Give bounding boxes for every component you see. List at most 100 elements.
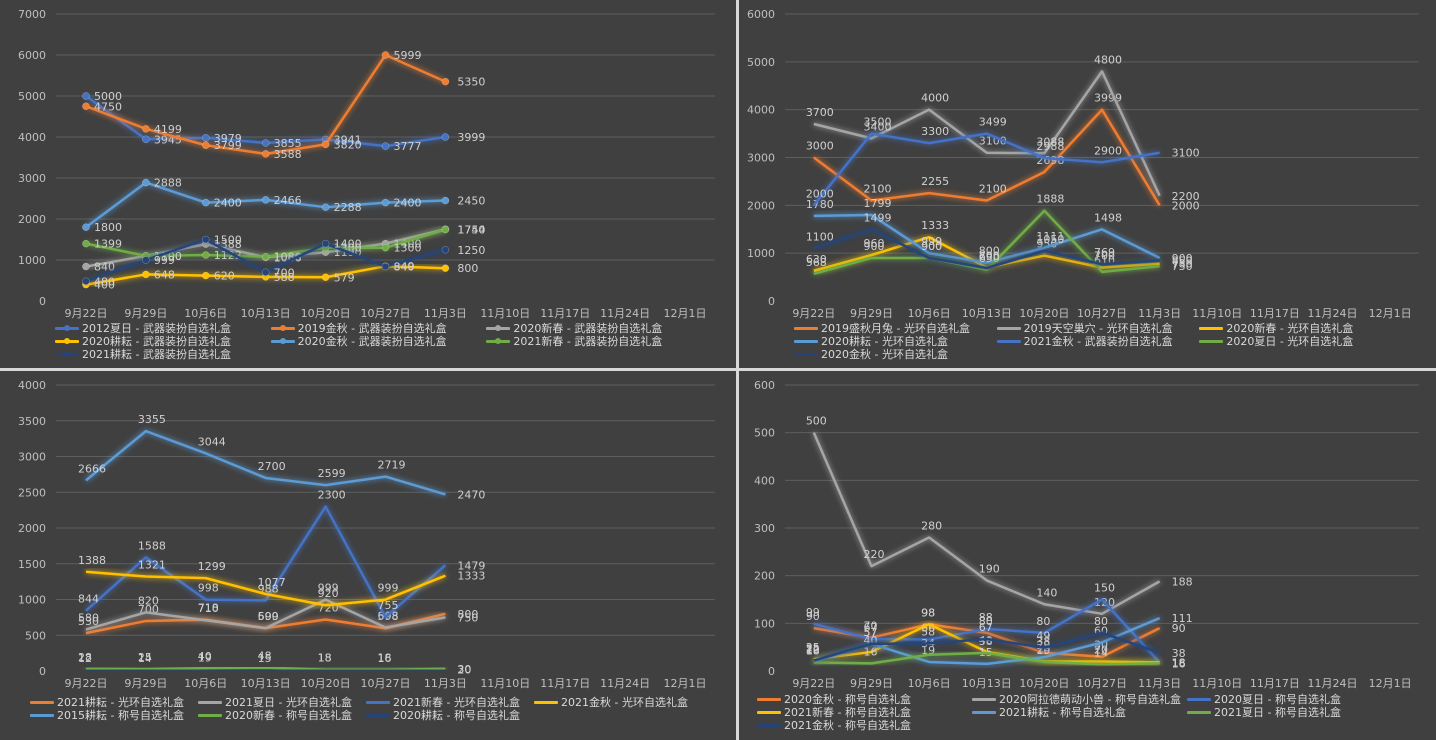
data-label: 2666 bbox=[78, 462, 106, 475]
legend-swatch-icon bbox=[794, 340, 818, 343]
data-label: 1333 bbox=[921, 219, 949, 232]
legend-label: 2021新春 - 武器装扮自选礼盒 bbox=[513, 335, 663, 348]
legend-item: 2019天空巢穴 - 光环自选礼盒 bbox=[996, 322, 1194, 335]
data-label: 1122 bbox=[214, 249, 242, 262]
data-point bbox=[381, 243, 390, 252]
data-label: 580 bbox=[78, 612, 99, 625]
data-label: 90 bbox=[1172, 622, 1186, 635]
legend-item: 2020夏日 - 光环自选礼盒 bbox=[1199, 335, 1396, 348]
legend-swatch-icon bbox=[366, 714, 390, 717]
legend-swatch-icon bbox=[486, 325, 511, 331]
data-label: 98 bbox=[921, 606, 935, 619]
data-label: 3820 bbox=[334, 138, 362, 151]
data-label: 20 bbox=[1094, 643, 1108, 656]
data-point bbox=[381, 198, 390, 207]
y-tick-label: 0 bbox=[39, 295, 46, 308]
data-label: 1300 bbox=[334, 242, 362, 255]
data-label: 18 bbox=[1172, 656, 1186, 669]
legend-item: 2021耕耘 - 称号自选礼盒 bbox=[972, 706, 1181, 719]
data-label: 16 bbox=[1172, 657, 1186, 670]
x-tick-label: 10月6日 bbox=[908, 307, 951, 320]
legend-label: 2020金秋 - 称号自选礼盒 bbox=[784, 693, 911, 706]
x-tick-label: 10月6日 bbox=[908, 677, 951, 690]
y-tick-label: 6000 bbox=[747, 8, 775, 21]
data-label: 4750 bbox=[94, 100, 122, 113]
data-point bbox=[82, 277, 90, 286]
chart-svg: 0 1000 2000 3000 4000 5000 6000 7000 9月22日 9月29日 1… bbox=[18, 8, 715, 320]
data-point bbox=[261, 252, 270, 261]
data-point bbox=[321, 203, 330, 211]
series-line bbox=[813, 651, 1160, 666]
data-label: 38 bbox=[979, 635, 993, 648]
series-line bbox=[85, 598, 446, 631]
data-point bbox=[142, 135, 150, 144]
data-label: 80 bbox=[1094, 615, 1108, 628]
data-label: 80 bbox=[979, 615, 993, 628]
data-label: 1498 bbox=[1094, 211, 1122, 224]
legend-swatch-icon bbox=[972, 698, 996, 701]
data-label: 14 bbox=[138, 652, 152, 665]
data-label: 844 bbox=[78, 593, 99, 606]
data-label: 99 bbox=[806, 606, 820, 619]
data-label: 710 bbox=[198, 602, 219, 615]
data-label: 88 bbox=[979, 611, 993, 624]
legend-swatch-icon bbox=[534, 701, 558, 704]
series-line bbox=[813, 209, 1160, 276]
data-label: 1800 bbox=[94, 221, 122, 234]
x-tick-label: 10月27日 bbox=[1077, 307, 1127, 320]
y-tick-label: 0 bbox=[768, 295, 775, 308]
x-tick-label: 11月17日 bbox=[540, 307, 590, 320]
x-tick-label: 11月10日 bbox=[480, 307, 530, 320]
data-label: 920 bbox=[318, 587, 339, 600]
legend-item: 2020新春 - 光环自选礼盒 bbox=[1199, 322, 1396, 335]
legend-label: 2020金秋 - 武器装扮自选礼盒 bbox=[297, 335, 447, 348]
data-label: 648 bbox=[154, 268, 175, 281]
data-point bbox=[321, 273, 330, 282]
data-label: 718 bbox=[198, 602, 219, 615]
data-label: 800 bbox=[457, 262, 478, 275]
legend-label: 2020耕耘 - 称号自选礼盒 bbox=[393, 709, 520, 722]
data-label: 530 bbox=[78, 615, 99, 628]
data-label: 2470 bbox=[457, 488, 485, 501]
data-label: 18 bbox=[378, 652, 392, 665]
data-label: 998 bbox=[198, 582, 219, 595]
data-label: 29 bbox=[1036, 639, 1050, 652]
legend-label: 2020耕耘 - 光环自选礼盒 bbox=[821, 335, 948, 348]
legend-label: 2019金秋 - 武器装扮自选礼盒 bbox=[297, 322, 447, 335]
legend-label: 2020夏日 - 光环自选礼盒 bbox=[1226, 335, 1354, 348]
data-label: 1500 bbox=[214, 234, 242, 247]
series-4: 2000 3500 3300 3499 2988 2900 3100 bbox=[806, 116, 1200, 207]
data-label: 700 bbox=[1094, 250, 1115, 263]
legend-item: 2019金秋 - 武器装扮自选礼盒 bbox=[270, 322, 481, 335]
data-point bbox=[381, 262, 390, 271]
chart-panel-halo-boxes: 0 1000 2000 3000 4000 5000 6000 9月22日 9月29日 10月6日… bbox=[739, 0, 1436, 368]
y-tick-label: 4000 bbox=[18, 131, 46, 144]
chart-svg: 0 500 1000 1500 2000 2500 3000 3500 4000 9月22日 9月2… bbox=[18, 379, 715, 690]
legend-label: 2021夏日 - 称号自选礼盒 bbox=[1214, 706, 1341, 719]
data-label: 850 bbox=[1172, 254, 1193, 267]
data-label: 5999 bbox=[394, 49, 422, 62]
series-3: 1780 1799 999 800 1111 1498 900 bbox=[806, 197, 1193, 265]
data-point bbox=[142, 125, 150, 133]
data-label: 3500 bbox=[863, 116, 891, 129]
data-label: 2450 bbox=[457, 195, 485, 208]
data-label: 1080 bbox=[274, 251, 302, 264]
data-point bbox=[381, 51, 390, 59]
x-tick-label: 9月22日 bbox=[64, 677, 107, 690]
legend-swatch-icon bbox=[1187, 698, 1211, 701]
chart-panel-title-boxes: 0 100 200 300 400 500 600 9月22日 9月29日 10月6日 10月13日… bbox=[739, 371, 1436, 740]
data-point bbox=[82, 239, 90, 248]
y-tick-label: 4000 bbox=[747, 104, 775, 117]
data-label: 12 bbox=[78, 652, 92, 665]
data-label: 18 bbox=[806, 644, 820, 657]
legend-swatch-icon bbox=[55, 325, 79, 331]
legend-item: 2020金秋 - 光环自选礼盒 bbox=[794, 348, 991, 361]
data-label: 3088 bbox=[1036, 135, 1064, 148]
data-label: 1750 bbox=[457, 223, 485, 236]
legend-swatch-icon bbox=[1187, 711, 1211, 714]
y-tick-label: 3000 bbox=[747, 152, 775, 165]
data-label: 3999 bbox=[457, 131, 485, 144]
y-tick-label: 7000 bbox=[18, 8, 46, 21]
data-label: 3941 bbox=[334, 133, 362, 146]
y-tick-label: 1500 bbox=[18, 558, 46, 571]
